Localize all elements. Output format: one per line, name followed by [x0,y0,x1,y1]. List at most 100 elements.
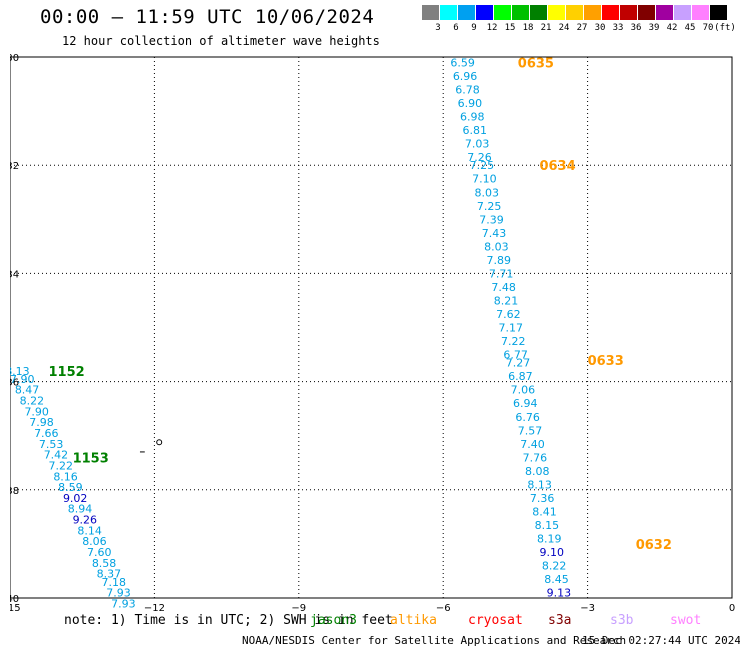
legend-swatch [440,5,457,20]
wave-height-value: 7.22 [49,459,74,472]
legend-swatch [674,5,691,20]
wave-height-value: 8.58 [92,557,117,570]
credit-text: NOAA/NESDIS Center for Satellite Applica… [242,634,627,647]
wave-height-value: 9.13 [547,587,572,600]
wave-height-value: 7.93 [111,597,136,610]
latitude-tick-label: −38 [10,486,19,497]
legend-label: 6 [453,23,459,33]
legend-label: 3 [435,23,441,33]
pass-time-label: 1153 [73,451,109,466]
wave-height-value: 7.43 [482,227,507,240]
legend-swatch [458,5,475,20]
legend-label: 36 [630,23,642,33]
legend-label: 24 [558,23,570,33]
legend-swatch [512,5,529,20]
legend-swatch [692,5,709,20]
legend-label: 15 [504,23,516,33]
legend-swatch [602,5,619,20]
map-title: 00:00 – 11:59 UTC 10/06/2024 [40,6,375,28]
legend-swatch [530,5,547,20]
wave-height-value: 6.59 [450,56,475,69]
legend-swatch [422,5,439,20]
legend-label: 33 [612,23,624,33]
wave-height-value: 7.98 [29,416,54,429]
wave-height-value: 6.94 [513,397,538,410]
longitude-tick-label: 0 [729,603,735,612]
legend-swatch [638,5,655,20]
wave-height-value: 7.90 [24,405,49,418]
legend-label: 27 [576,23,588,33]
wave-height-value: 6.90 [458,97,483,110]
legend-swatch [566,5,583,20]
wave-height-value: 8.14 [77,524,102,537]
wave-height-value: 7.90 [10,373,35,386]
legend-swatch [656,5,673,20]
satellite-legend-item: altika [390,613,437,628]
wave-height-value: 6.76 [515,411,540,424]
pass-time-label: 0632 [636,538,672,553]
longitude-tick-label: −9 [291,603,306,612]
generated-timestamp: 15 Dec 02:27:44 UTC 2024 [582,634,740,647]
satellite-legend-item: s3a [548,613,572,628]
wave-height-value: 7.25 [477,200,502,213]
legend-label: 39 [648,23,660,33]
wave-height-value: 7.62 [496,308,521,321]
wave-height-value: 7.22 [501,335,525,348]
wave-height-value: 7.76 [523,451,548,464]
wave-height-value: 7.57 [518,424,543,437]
pass-time-label: 0633 [588,354,624,369]
longitude-tick-label: −12 [144,603,165,612]
wave-height-value: 7.27 [506,357,530,370]
wave-height-value: 7.60 [87,546,112,559]
wave-height-value: 6.87 [508,370,533,383]
wave-height-value: 7.03 [465,138,490,151]
wave-height-value: 6.98 [460,111,485,124]
wave-height-value: 7.71 [489,267,513,280]
wave-height-value: 8.37 [97,568,122,581]
wave-height-value: 8.41 [532,505,557,518]
legend-swatch [494,5,511,20]
wave-height-value: 7.66 [34,427,59,440]
latitude-tick-label: −32 [10,161,19,172]
legend-swatch [620,5,637,20]
wave-height-value: 8.19 [537,532,562,545]
wave-height-value: 8.06 [82,535,107,548]
legend-label: 70 [702,23,714,33]
island-marker-icon [156,439,163,446]
satellite-legend-item: cryosat [468,613,523,628]
wave-height-value: 7.26 [467,151,492,164]
map-subtitle: 12 hour collection of altimeter wave hei… [62,34,380,48]
wave-height-value: 7.89 [487,254,512,267]
latitude-tick-label: −36 [10,378,19,389]
legend-label: 30 [594,23,606,33]
latitude-tick-label: −34 [10,269,19,280]
legend-label: 42 [666,23,678,33]
wave-height-value: 6.96 [453,70,478,83]
longitude-tick-label: −3 [580,603,595,612]
legend-swatch [476,5,493,20]
wave-height-value: 8.03 [484,240,509,253]
latitude-tick-label: −30 [10,53,19,64]
legend-label: 12 [486,23,498,33]
wave-height-value: 7.93 [106,587,130,600]
wave-height-value: 8.03 [474,186,499,199]
map-frame [10,56,733,599]
wave-height-value: 7.40 [520,438,545,451]
satellite-legend-item: swot [670,613,702,628]
wave-height-value: 8.59 [58,481,82,494]
pass-time-label: 1152 [49,365,85,380]
wave-height-value: 8.94 [68,503,93,516]
wave-height-value: 6.78 [455,83,480,96]
wave-height-value: 8.13 [527,478,552,491]
legend-swatch [584,5,601,20]
latitude-tick-label: −40 [10,594,19,605]
longitude-tick-label: −15 [10,603,21,612]
wave-height-value: 7.48 [491,281,516,294]
wave-height-value: 8.16 [53,470,78,483]
wave-height-value: 6.81 [462,124,487,137]
wave-height-value: 6.77 [503,349,528,362]
legend-unit: (ft) [714,23,736,33]
wave-height-value: 7.18 [101,576,126,589]
wave-height-value: 8.22 [542,560,567,573]
pass-time-label: 0635 [518,56,554,71]
